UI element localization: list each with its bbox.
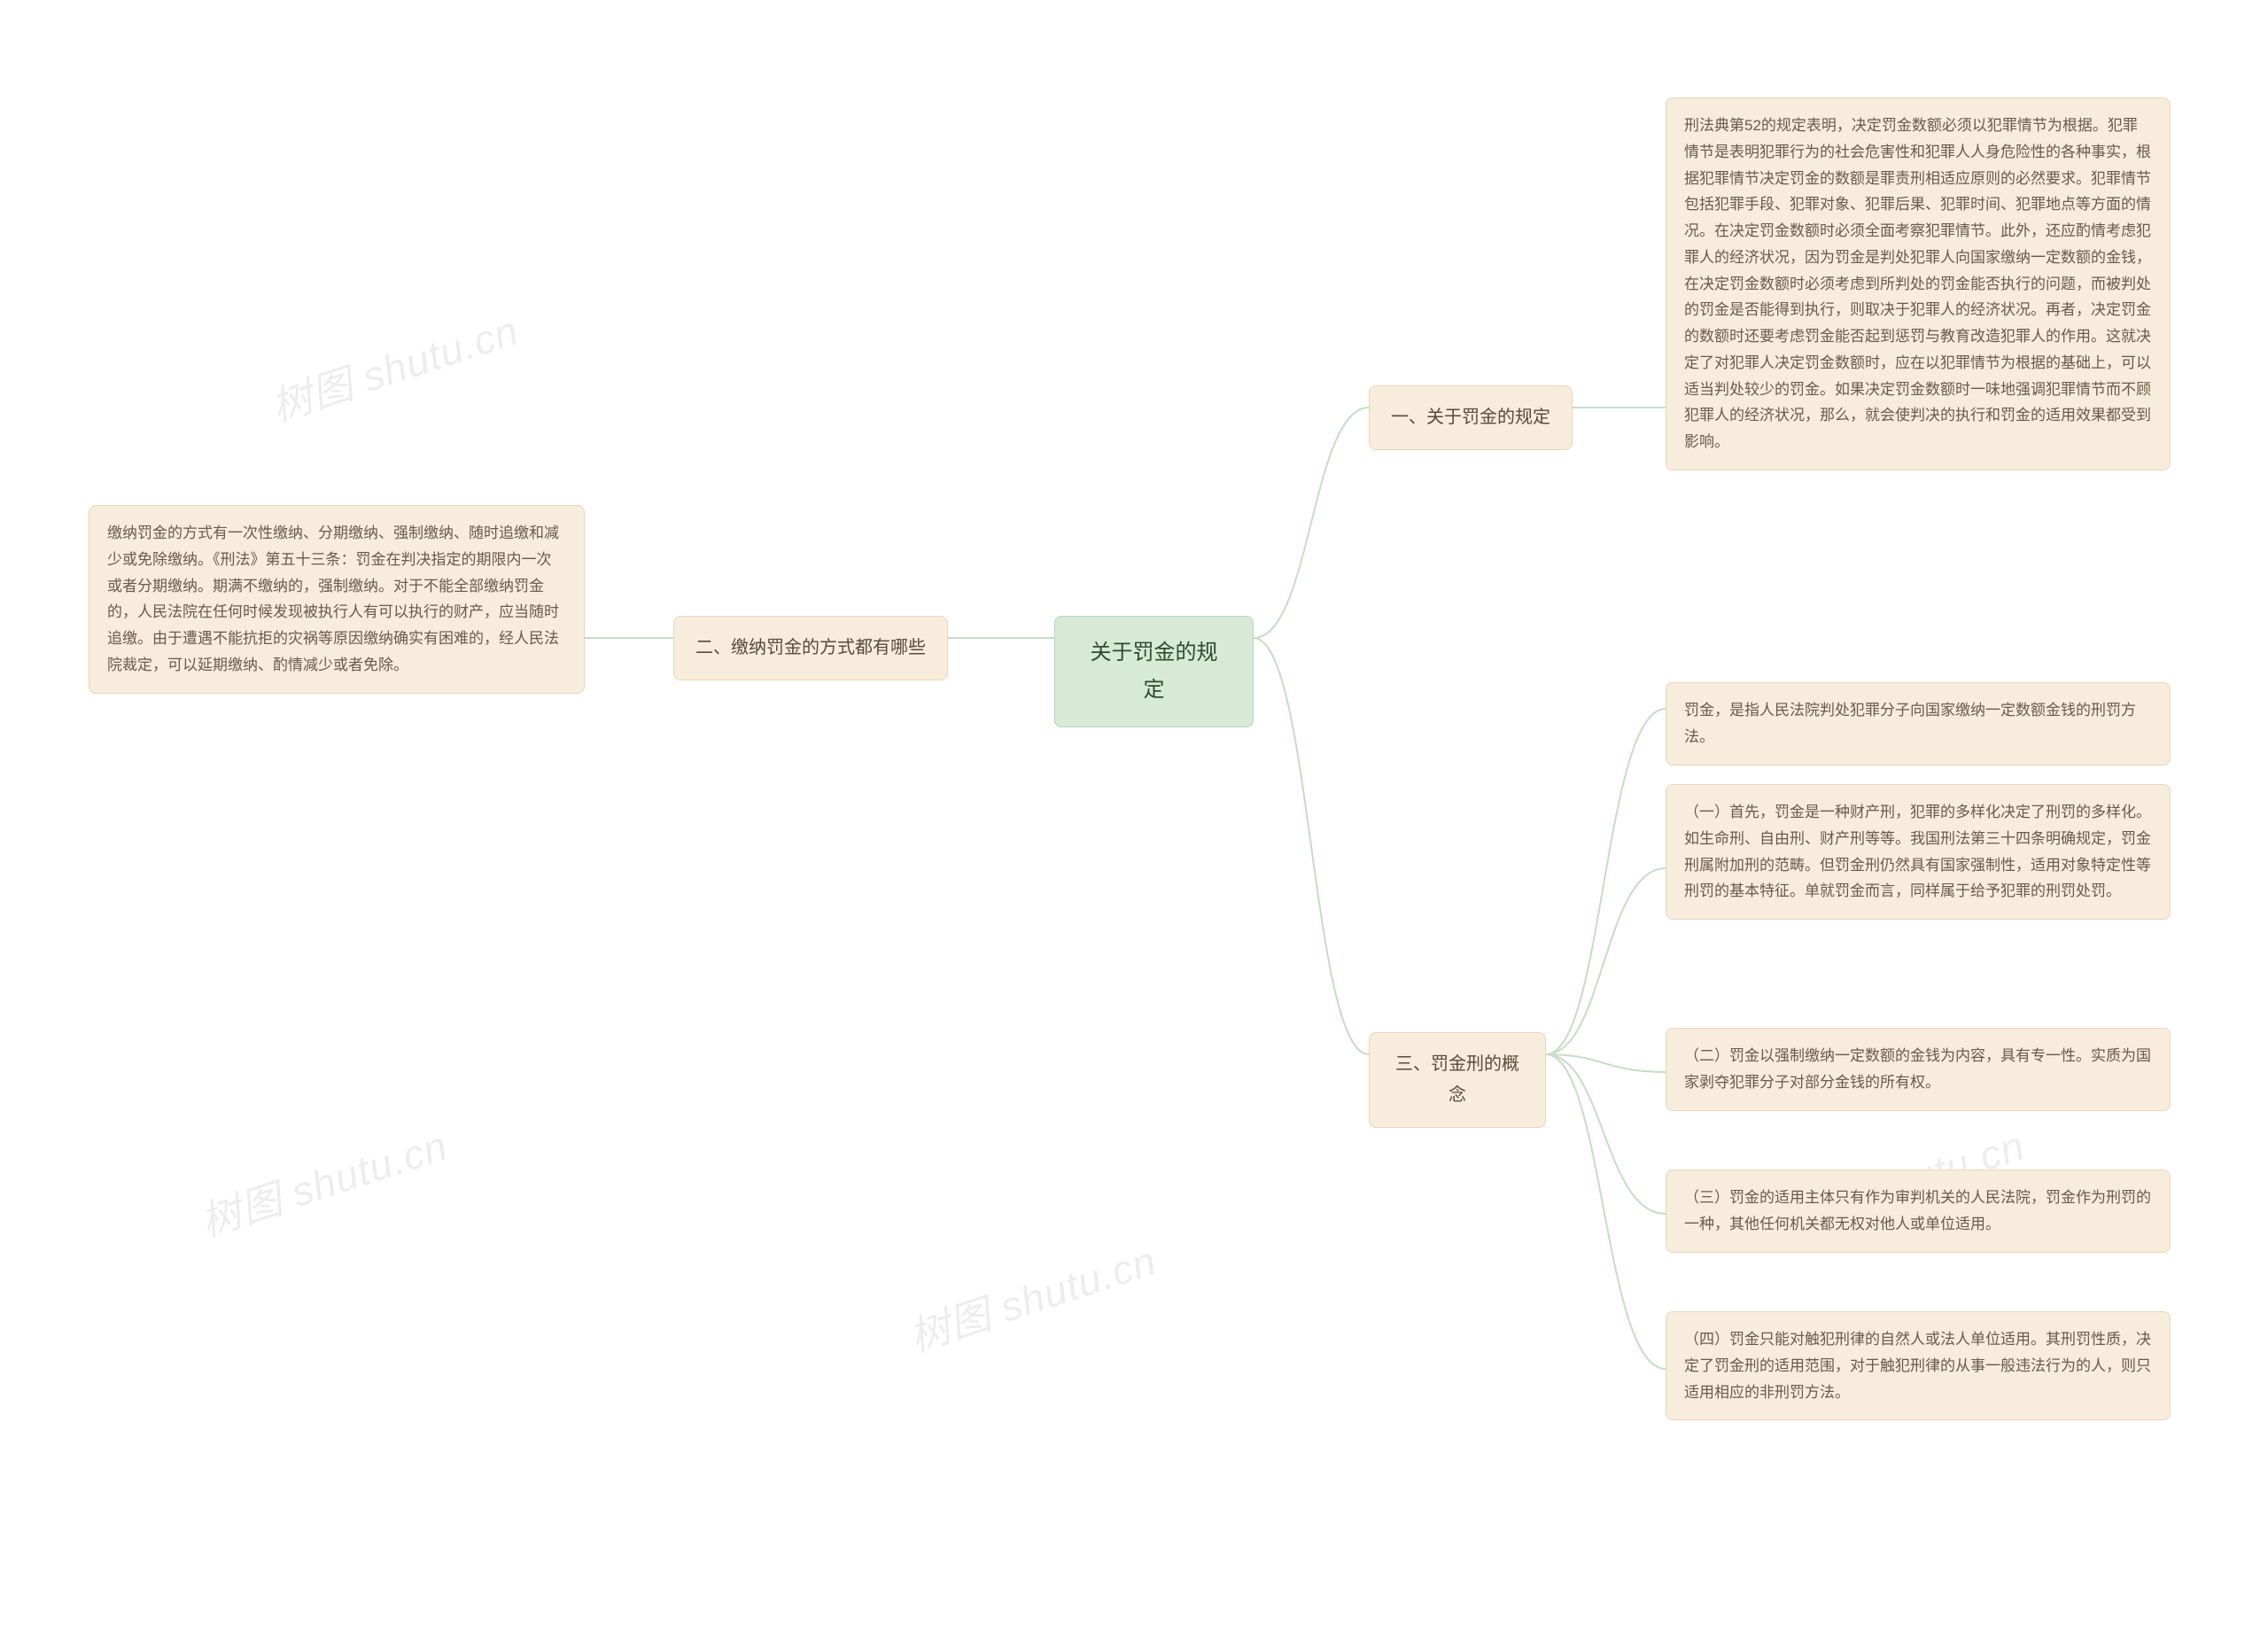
leaf-node-2-1[interactable]: 缴纳罚金的方式有一次性缴纳、分期缴纳、强制缴纳、随时追缴和减少或免除缴纳。《刑法… xyxy=(89,505,585,694)
leaf-node-3-1[interactable]: 罚金，是指人民法院判处犯罪分子向国家缴纳一定数额金钱的刑罚方法。 xyxy=(1666,682,2171,766)
leaf-node-3-4[interactable]: （三）罚金的适用主体只有作为审判机关的人民法院，罚金作为刑罚的一种，其他任何机关… xyxy=(1666,1170,2171,1253)
center-node[interactable]: 关于罚金的规定 xyxy=(1054,616,1254,727)
watermark: 树图 shutu.cn xyxy=(901,1229,1163,1364)
branch-node-2[interactable]: 二、缴纳罚金的方式都有哪些 xyxy=(673,616,948,680)
branch-node-3[interactable]: 三、罚金刑的概念 xyxy=(1369,1032,1546,1128)
leaf-node-3-3[interactable]: （二）罚金以强制缴纳一定数额的金钱为内容，具有专一性。实质为国家剥夺犯罪分子对部… xyxy=(1666,1028,2171,1111)
leaf-node-3-5[interactable]: （四）罚金只能对触犯刑律的自然人或法人单位适用。其刑罚性质，决定了罚金刑的适用范… xyxy=(1666,1311,2171,1420)
leaf-node-3-2[interactable]: （一）首先，罚金是一种财产刑，犯罪的多样化决定了刑罚的多样化。如生命刑、自由刑、… xyxy=(1666,784,2171,920)
watermark: 树图 shutu.cn xyxy=(192,1114,454,1248)
watermark: 树图 shutu.cn xyxy=(263,299,525,433)
branch-node-1[interactable]: 一、关于罚金的规定 xyxy=(1369,385,1573,450)
leaf-node-1-1[interactable]: 刑法典第52的规定表明，决定罚金数额必须以犯罪情节为根据。犯罪情节是表明犯罪行为… xyxy=(1666,97,2171,470)
